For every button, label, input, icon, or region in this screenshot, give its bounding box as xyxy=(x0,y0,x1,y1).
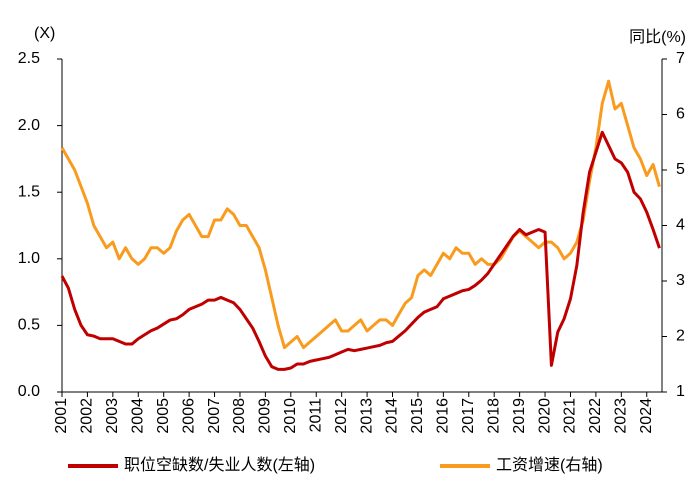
x-tick-label: 2016 xyxy=(435,398,452,434)
x-tick-label: 2012 xyxy=(333,398,350,434)
x-tick-label: 2009 xyxy=(257,398,274,434)
x-tick-label: 2018 xyxy=(485,398,502,434)
x-tick-label: 2014 xyxy=(384,398,401,434)
x-tick-label: 2005 xyxy=(155,398,172,434)
y-tick-label: 1.0 xyxy=(18,250,40,267)
y-tick-label: 1.5 xyxy=(18,183,40,200)
x-tick-label: 2020 xyxy=(536,398,553,434)
x-tick-label: 2010 xyxy=(282,398,299,434)
y2-tick-label: 4 xyxy=(676,217,685,234)
y-tick-label: 0.5 xyxy=(18,317,40,334)
series-line xyxy=(60,130,661,371)
x-tick-label: 2022 xyxy=(587,398,604,434)
x-tick-label: 2021 xyxy=(562,398,579,434)
x-tick-label: 2008 xyxy=(231,398,248,434)
x-tick-label: 2003 xyxy=(104,398,121,434)
x-tick-label: 2006 xyxy=(180,398,197,434)
x-tick-label: 2013 xyxy=(358,398,375,434)
x-tick-label: 2019 xyxy=(511,398,528,434)
y2-tick-label: 3 xyxy=(676,272,685,289)
y2-tick-label: 5 xyxy=(676,161,685,178)
x-tick-label: 2004 xyxy=(129,398,146,434)
y2-tick-label: 1 xyxy=(676,383,685,400)
y2-tick-label: 6 xyxy=(676,106,685,123)
x-tick-label: 2023 xyxy=(613,398,630,434)
x-tick-label: 2001 xyxy=(53,398,70,434)
x-tick-label: 2002 xyxy=(79,398,96,434)
y-tick-label: 2.0 xyxy=(18,117,40,134)
y-axis-label: (X) xyxy=(34,25,55,42)
x-tick-label: 2011 xyxy=(307,398,324,433)
legend-label: 职位空缺数/失业人数(左轴) xyxy=(124,456,315,474)
legend-label: 工资增速(右轴) xyxy=(496,456,603,474)
y-tick-label: 0.0 xyxy=(18,383,40,400)
x-tick-label: 2024 xyxy=(638,398,655,434)
y2-axis-label: 同比(%) xyxy=(629,28,686,46)
x-tick-label: 2007 xyxy=(206,398,223,434)
y2-tick-label: 7 xyxy=(676,50,685,67)
x-tick-label: 2015 xyxy=(409,398,426,434)
x-tick-label: 2017 xyxy=(460,398,477,434)
y2-tick-label: 2 xyxy=(676,328,685,345)
series-line xyxy=(60,79,661,350)
y-tick-label: 2.5 xyxy=(18,50,40,67)
